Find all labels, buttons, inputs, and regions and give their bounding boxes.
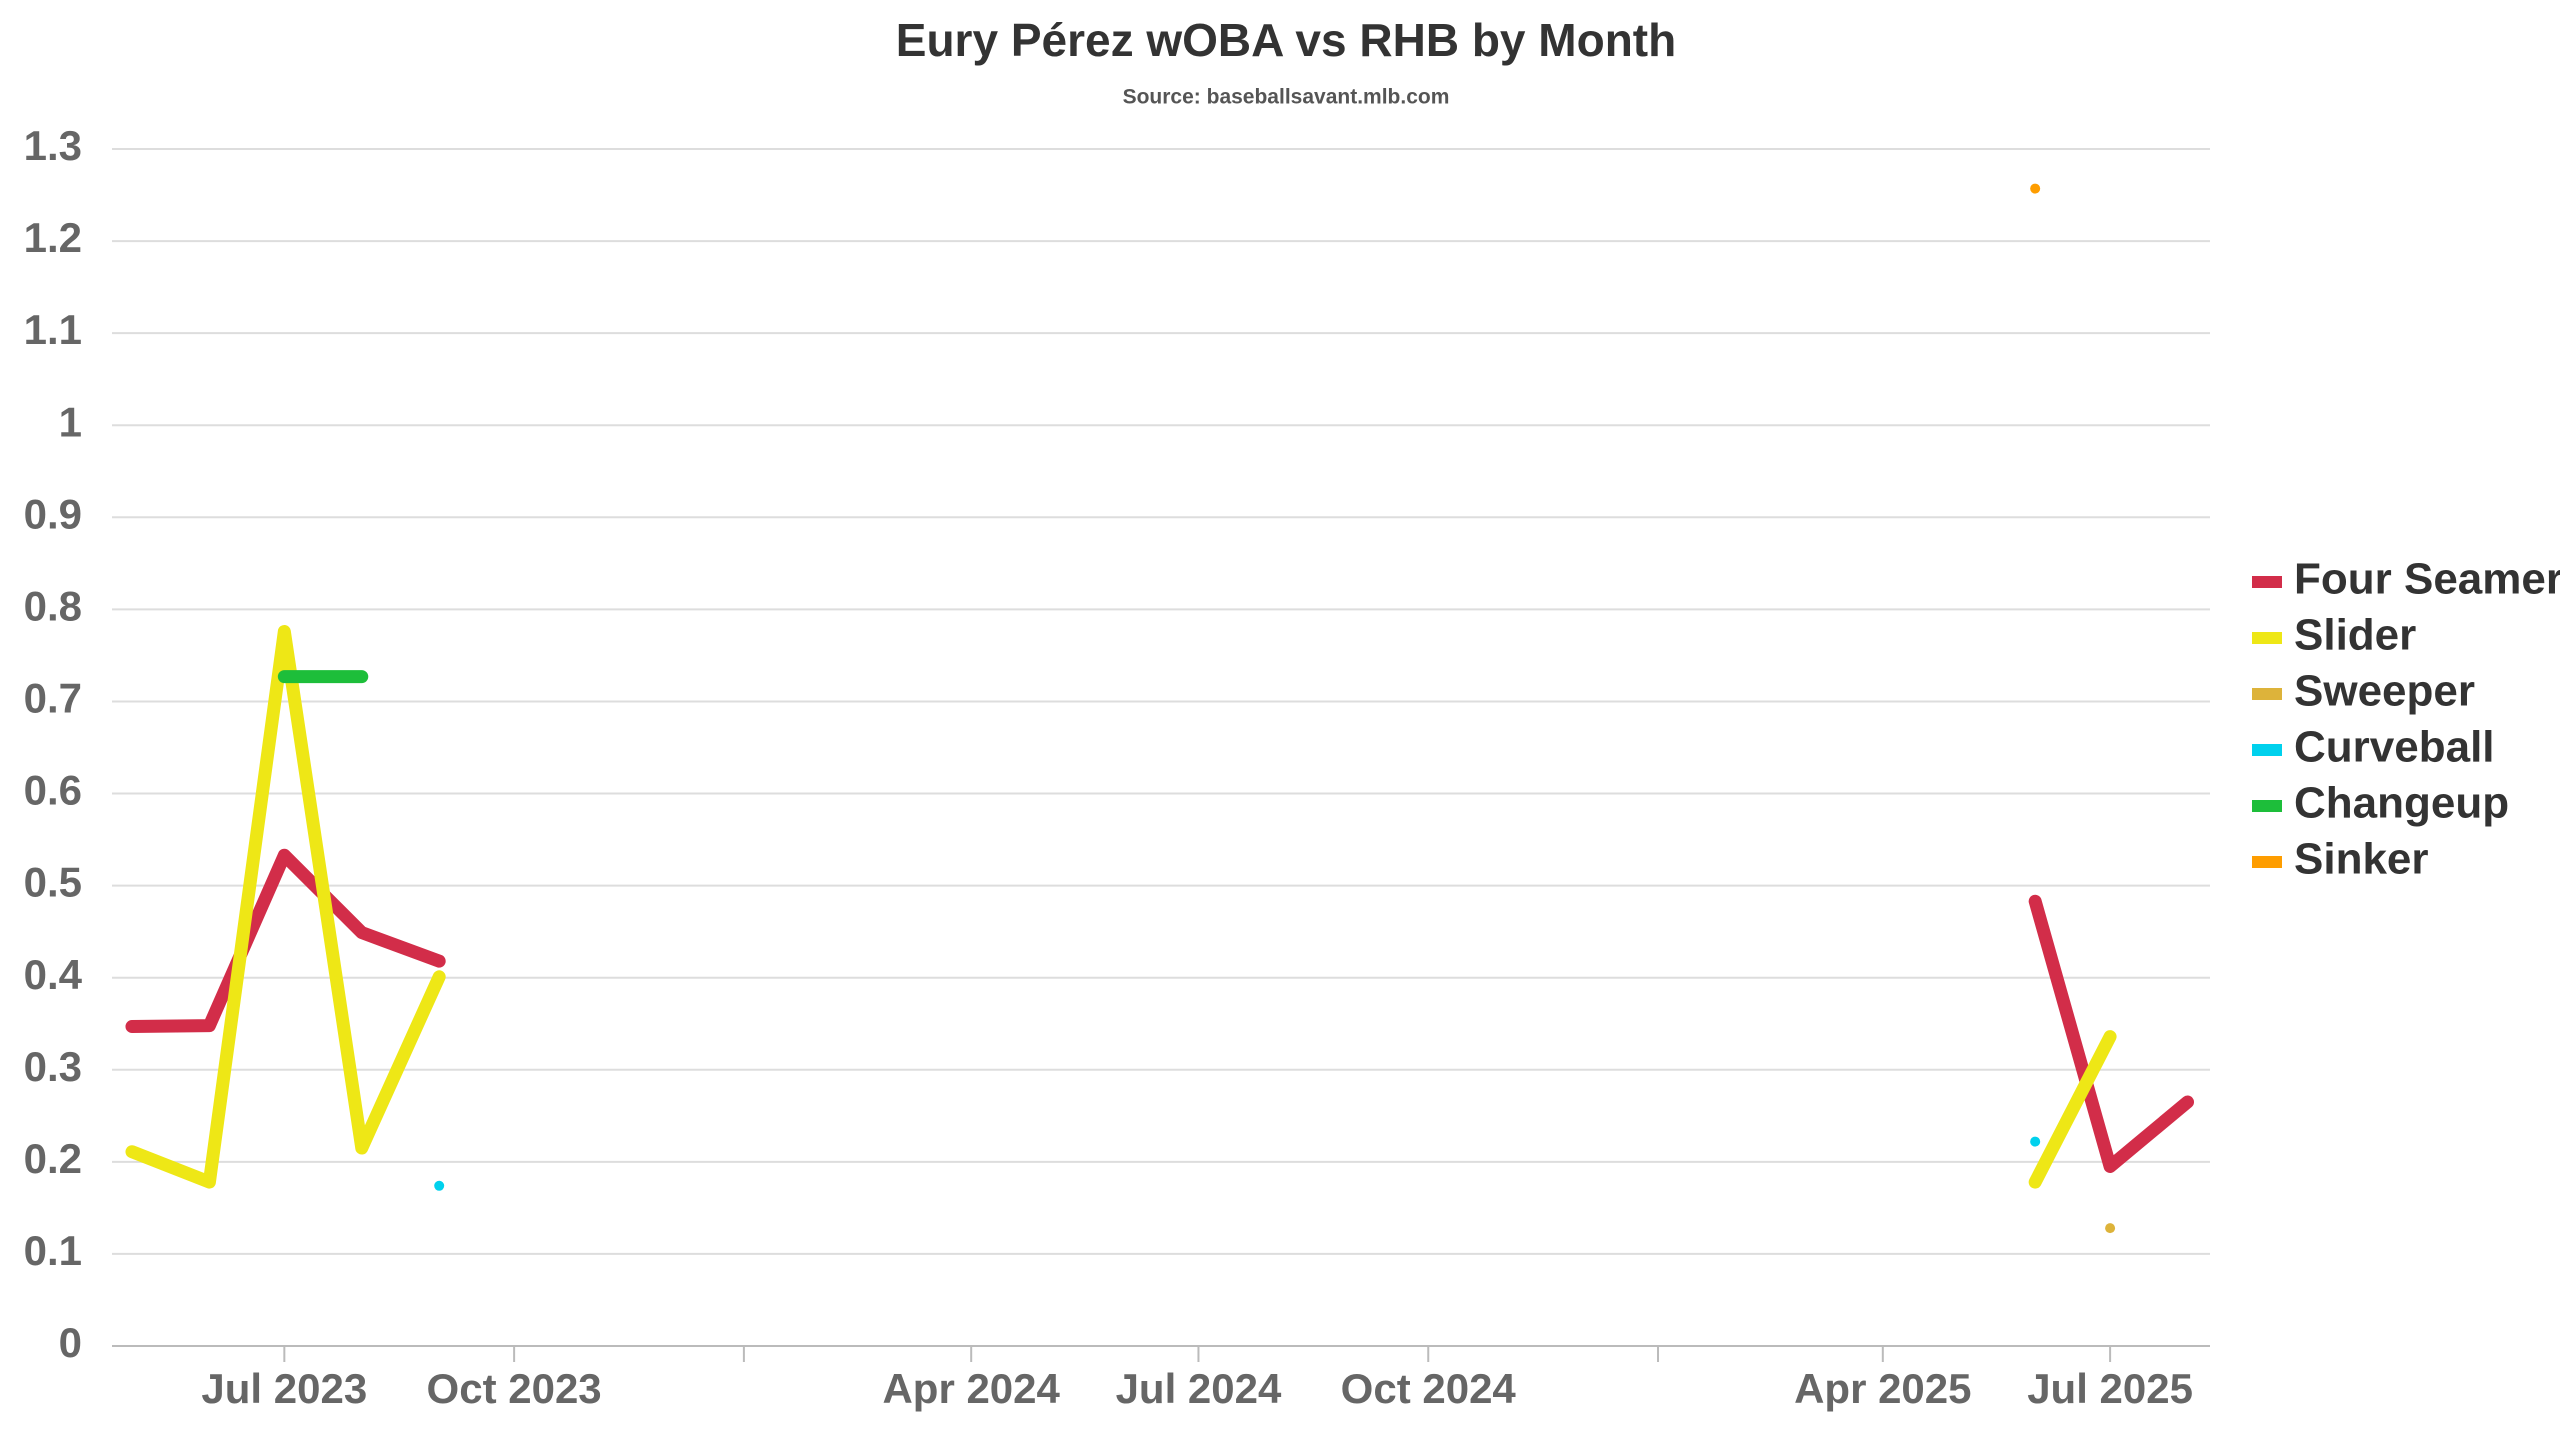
legend-label: Sweeper [2294, 667, 2475, 716]
point [434, 1180, 445, 1191]
y-tick-label: 1.2 [24, 214, 82, 261]
x-tick-label: Jul 2024 [1116, 1365, 1282, 1412]
point [2030, 1136, 2041, 1147]
legend-label: Curveball [2294, 723, 2495, 772]
y-tick-label: 0.7 [24, 675, 82, 722]
line [2028, 894, 2195, 1173]
y-tick-label: 0.2 [24, 1135, 82, 1182]
line [125, 848, 446, 1033]
y-tick-label: 1.3 [24, 122, 82, 169]
x-tick-label: Apr 2024 [882, 1365, 1060, 1412]
point [2030, 183, 2041, 194]
y-tick-label: 0.4 [24, 951, 83, 998]
y-tick-label: 0.9 [24, 490, 82, 537]
legend-label: Four Seamer [2294, 555, 2560, 604]
point [2105, 1223, 2116, 1234]
line [125, 624, 446, 1189]
legend-label: Changeup [2294, 779, 2509, 828]
x-tick-label: Jul 2025 [2027, 1365, 2193, 1412]
legend-label: Slider [2294, 611, 2416, 660]
chart-subtitle: Source: baseballsavant.mlb.com [1123, 86, 1450, 109]
legend-label: Sinker [2294, 835, 2429, 884]
y-tick-label: 0.8 [24, 582, 82, 629]
y-tick-label: 1 [59, 398, 82, 445]
x-tick-label: Jul 2023 [201, 1365, 367, 1412]
y-tick-label: 0.3 [24, 1043, 82, 1090]
y-tick-label: 0.1 [24, 1227, 82, 1274]
line [2028, 1030, 2117, 1189]
y-tick-label: 0.5 [24, 859, 82, 906]
x-tick-label: Oct 2023 [427, 1365, 602, 1412]
x-tick-label: Apr 2025 [1794, 1365, 1971, 1412]
x-tick-label: Oct 2024 [1341, 1365, 1517, 1412]
y-tick-label: 0.6 [24, 767, 82, 814]
y-tick-label: 1.1 [24, 306, 82, 353]
y-tick-label: 0 [59, 1319, 82, 1366]
chart-title: Eury Pérez wOBA vs RHB by Month [896, 14, 1676, 66]
